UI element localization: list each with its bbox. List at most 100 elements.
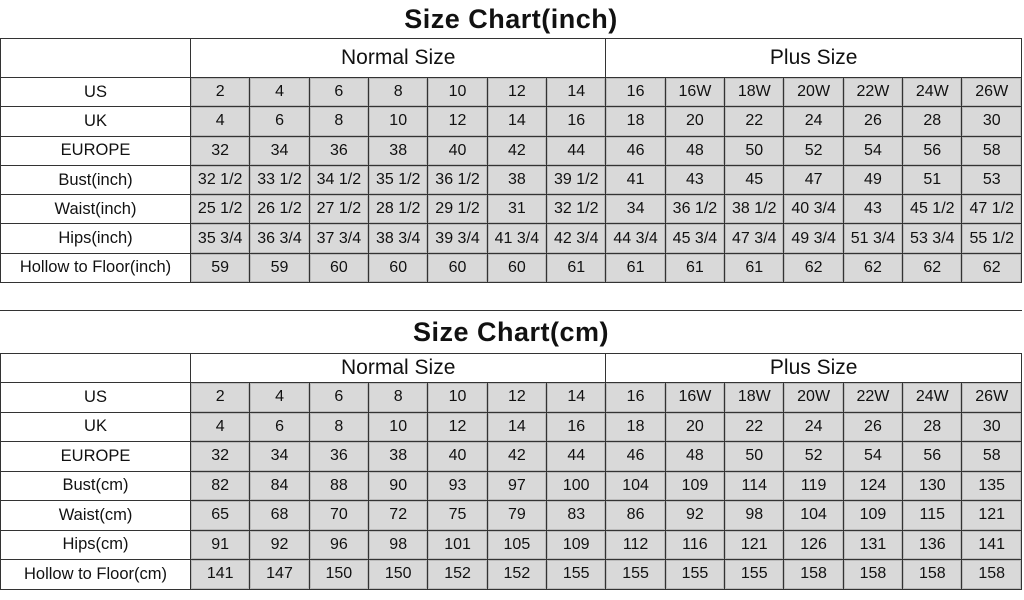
table-row: Waist(cm) 65 68 70 72 75 79 83 86 92 98 104 109 115 12… xyxy=(0,500,1022,531)
size-cell: 104 xyxy=(605,470,666,501)
size-cell: 51 xyxy=(902,164,963,196)
size-cell: 34 1/2 xyxy=(308,164,370,196)
size-cell: 16 xyxy=(546,411,607,442)
size-cell: 155 xyxy=(605,559,666,590)
size-cell: 34 xyxy=(249,441,310,472)
size-cell: 32 xyxy=(189,441,251,472)
size-cell: 14 xyxy=(486,411,548,442)
size-cell: 109 xyxy=(842,500,904,531)
table-row: Bust(inch) 32 1/2 33 1/2 34 1/2 35 1/2 36 1/2… xyxy=(0,164,1022,196)
table-row: Hips(cm) 91 92 96 98 101 105 109 112 116 121 126 131… xyxy=(0,529,1022,560)
size-cell: 54 xyxy=(842,441,904,472)
size-cell: 82 xyxy=(189,470,251,501)
size-cell: 36 3/4 xyxy=(249,223,310,254)
size-cell: 46 xyxy=(605,135,666,166)
group-header-row: Normal Size Plus Size xyxy=(0,38,1022,78)
table-row: Hollow to Floor(cm) 141 147 150 150 152 152 155… xyxy=(0,559,1022,590)
size-cell: 49 3/4 xyxy=(783,223,844,254)
table-row: Hollow to Floor(inch) 59 59 60 60 60 60 61 61 61 6… xyxy=(0,252,1022,284)
row-label: Hollow to Floor(inch) xyxy=(0,252,191,284)
size-cell: 10 xyxy=(368,106,429,137)
size-cell: 28 xyxy=(902,411,963,442)
size-cell: 4 xyxy=(189,106,251,137)
size-cell: 8 xyxy=(368,76,429,108)
size-cell: 41 xyxy=(605,164,666,196)
size-cell: 42 xyxy=(486,135,548,166)
size-cell: 40 xyxy=(427,135,488,166)
size-cell: 28 xyxy=(902,106,963,137)
size-cell: 119 xyxy=(783,470,844,501)
size-cell: 36 xyxy=(308,441,370,472)
size-cell: 155 xyxy=(724,559,785,590)
size-cell: 4 xyxy=(249,76,310,108)
size-cell: 158 xyxy=(783,559,844,590)
size-cell: 2 xyxy=(189,76,251,108)
size-cell: 24W xyxy=(902,382,963,413)
table-row: Waist(inch) 25 1/2 26 1/2 27 1/2 28 1/2 29 1/… xyxy=(0,194,1022,225)
size-cell: 92 xyxy=(664,500,726,531)
size-cell: 6 xyxy=(249,106,310,137)
size-cell: 36 1/2 xyxy=(427,164,488,196)
size-cell: 34 xyxy=(605,194,666,225)
size-cell: 62 xyxy=(842,252,904,284)
size-cell: 16W xyxy=(664,76,726,108)
size-cell: 130 xyxy=(902,470,963,501)
size-cell: 158 xyxy=(902,559,963,590)
size-cell: 59 xyxy=(249,252,310,284)
size-cell: 52 xyxy=(783,135,844,166)
size-cell: 6 xyxy=(249,411,310,442)
size-cell: 121 xyxy=(961,500,1022,531)
size-cell: 56 xyxy=(902,135,963,166)
size-chart-cm: Size Chart(cm) Normal Size Plus Size US 2 4… xyxy=(0,310,1022,590)
size-cell: 40 3/4 xyxy=(783,194,844,225)
size-cell: 52 xyxy=(783,441,844,472)
size-cell: 26 xyxy=(842,106,904,137)
size-cell: 12 xyxy=(427,106,488,137)
row-label: Hollow to Floor(cm) xyxy=(0,559,191,590)
size-cell: 38 xyxy=(368,135,429,166)
size-cell: 44 3/4 xyxy=(605,223,666,254)
group-normal-size: Normal Size xyxy=(189,353,607,383)
size-cell: 10 xyxy=(368,411,429,442)
size-cell: 14 xyxy=(546,382,607,413)
size-cell: 26 1/2 xyxy=(249,194,310,225)
size-cell: 45 1/2 xyxy=(902,194,963,225)
size-cell: 109 xyxy=(546,529,607,560)
table-row: Hips(inch) 35 3/4 36 3/4 37 3/4 38 3/4 39 3/4… xyxy=(0,223,1022,254)
size-cell: 38 1/2 xyxy=(724,194,785,225)
size-cell: 16 xyxy=(605,382,666,413)
row-label: US xyxy=(0,76,191,108)
size-cell: 55 1/2 xyxy=(961,223,1022,254)
size-cell: 152 xyxy=(427,559,488,590)
size-cell: 62 xyxy=(783,252,844,284)
size-cell: 44 xyxy=(546,135,607,166)
size-cell: 41 3/4 xyxy=(486,223,548,254)
size-cell: 97 xyxy=(486,470,548,501)
size-cell: 112 xyxy=(605,529,666,560)
size-cell: 150 xyxy=(368,559,429,590)
size-cell: 22W xyxy=(842,76,904,108)
size-cell: 35 3/4 xyxy=(189,223,251,254)
size-cell: 24 xyxy=(783,411,844,442)
size-cell: 60 xyxy=(308,252,370,284)
row-label: Bust(cm) xyxy=(0,470,191,501)
size-cell: 45 xyxy=(724,164,785,196)
size-cell: 25 1/2 xyxy=(189,194,251,225)
size-cell: 58 xyxy=(961,135,1022,166)
size-cell: 33 1/2 xyxy=(249,164,310,196)
size-cell: 88 xyxy=(308,470,370,501)
size-cell: 12 xyxy=(486,76,548,108)
size-cell: 38 3/4 xyxy=(368,223,429,254)
size-cell: 158 xyxy=(842,559,904,590)
size-cell: 90 xyxy=(368,470,429,501)
size-cell: 83 xyxy=(546,500,607,531)
size-cell: 51 3/4 xyxy=(842,223,904,254)
size-cell: 92 xyxy=(249,529,310,560)
group-plus-size: Plus Size xyxy=(605,353,1022,383)
size-cell: 32 1/2 xyxy=(546,194,607,225)
size-cell: 91 xyxy=(189,529,251,560)
size-cell: 46 xyxy=(605,441,666,472)
size-cell: 35 1/2 xyxy=(368,164,429,196)
size-cell: 18 xyxy=(605,411,666,442)
size-cell: 20W xyxy=(783,76,844,108)
